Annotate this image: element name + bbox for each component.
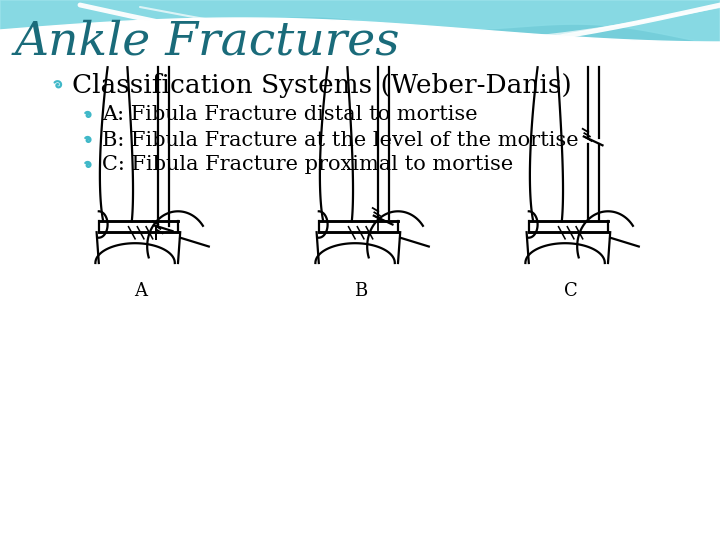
- Text: Classification Systems (Weber-Danis): Classification Systems (Weber-Danis): [72, 72, 572, 98]
- Text: B: Fibula Fracture at the level of the mortise: B: Fibula Fracture at the level of the m…: [102, 131, 579, 150]
- Text: A: Fibula Fracture distal to mortise: A: Fibula Fracture distal to mortise: [102, 105, 477, 125]
- Polygon shape: [0, 18, 720, 540]
- Text: C: C: [564, 281, 578, 300]
- Polygon shape: [0, 0, 720, 77]
- Text: A: A: [135, 281, 148, 300]
- Text: C: Fibula Fracture proximal to mortise: C: Fibula Fracture proximal to mortise: [102, 156, 513, 174]
- Text: Ankle Fractures: Ankle Fractures: [15, 19, 400, 65]
- Polygon shape: [0, 0, 720, 45]
- Bar: [0, 0, 720, 80]
- Bar: [0, 55, 720, 540]
- Text: B: B: [354, 281, 368, 300]
